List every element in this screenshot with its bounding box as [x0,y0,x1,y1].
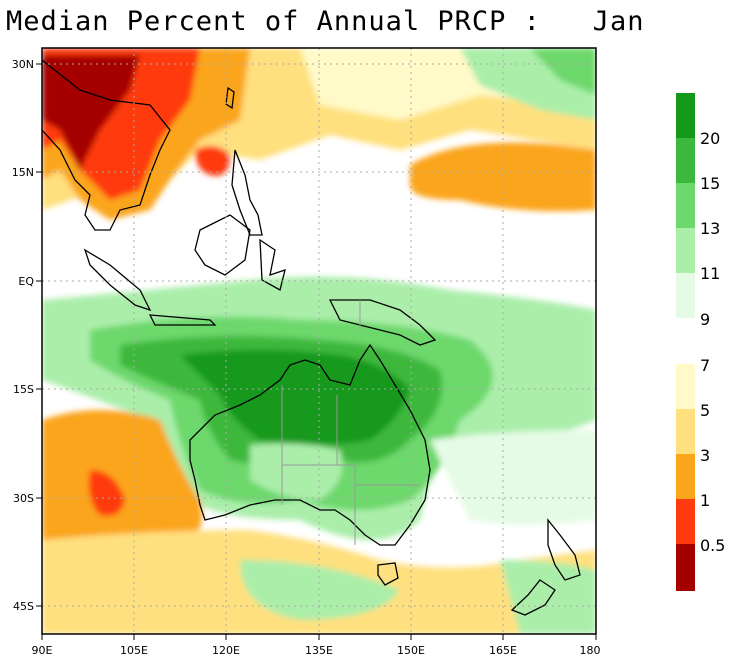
x-tick-label: 180 [580,644,601,657]
x-tick-label: 120E [212,644,240,657]
y-tick-label: EQ [18,275,34,288]
state-borders [281,300,420,545]
y-tick-label: 15N [12,166,34,179]
legend-label: 15 [700,174,720,193]
y-tick-label: 15S [13,383,34,396]
legend-swatch-wet-2 [676,183,695,228]
legend-label: 5 [700,401,710,420]
legend-label: 13 [700,219,720,238]
x-tick-label: 150E [397,644,425,657]
legend-label: 9 [700,310,710,329]
x-tick-label: 90E [32,644,53,657]
y-tick-label: 30N [12,58,34,71]
legend-label: 20 [700,129,720,148]
x-tick-label: 165E [489,644,517,657]
y-tick-label: 45S [13,600,34,613]
legend-swatch-dry-0 [676,364,695,409]
legend-swatch-wet-4 [676,273,695,318]
map-title: Median Percent of Annual PRCP : Jan [6,6,645,37]
precip-field [42,48,596,634]
x-tick-label: 105E [120,644,148,657]
legend-swatch-wet-1 [676,138,695,183]
legend-swatch-dry-3 [676,499,695,544]
legend-label: 11 [700,264,720,283]
coastlines [42,59,581,616]
y-axis: 30N 15N EQ 15S 30S 45S [12,58,42,613]
legend-label: 7 [700,356,710,375]
legend-swatch-wet-3 [676,228,695,273]
legend-label: 3 [700,446,710,465]
color-legend: 20 15 13 11 9 7 5 3 1 0.5 [676,93,725,591]
legend-label: 1 [700,491,710,510]
legend-swatch-dry-4 [676,544,695,591]
x-axis: 90E 105E 120E 135E 150E 165E 180 [32,634,601,657]
gridlines [42,48,596,634]
legend-swatch-wet-0 [676,93,695,138]
legend-swatch-dry-2 [676,454,695,499]
legend-label: 0.5 [700,536,725,555]
x-tick-label: 135E [305,644,333,657]
y-tick-label: 30S [13,492,34,505]
legend-swatch-dry-1 [676,409,695,454]
